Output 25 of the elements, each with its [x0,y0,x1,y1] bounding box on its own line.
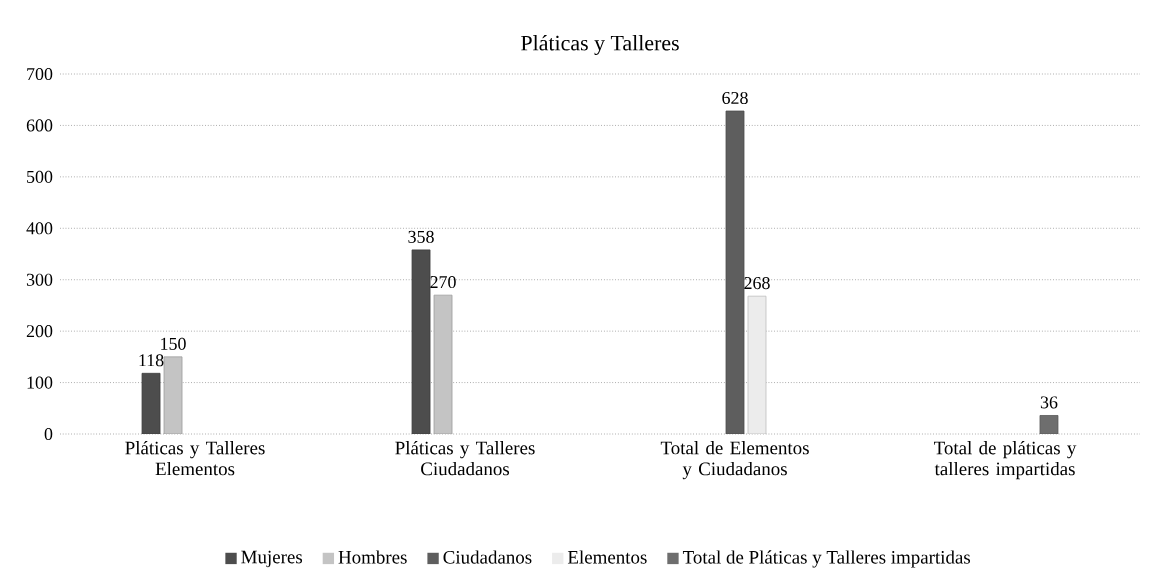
y-tick-label: 500 [27,170,53,183]
legend-label: Mujeres [241,550,303,568]
data-label: 270 [430,275,456,289]
y-tick-label: 100 [27,376,53,389]
y-tick-label: 0 [44,427,53,441]
legend-label: Elementos [567,550,647,564]
x-tick-label: Pláticas y Talleres Elementos [125,441,265,476]
data-label: 36 [1040,396,1058,409]
data-label: 150 [161,337,186,350]
x-tick-label: Pláticas y Talleres Ciudadanos [395,441,535,476]
data-label: 268 [744,277,770,290]
y-tick-label: 400 [26,222,53,235]
y-tick-label: 300 [26,273,53,286]
x-tick-label: Total de Elementos y Ciudadanos [660,441,809,480]
y-tick-label: 700 [27,67,53,81]
legend-label: Total de Pláticas y Talleres impartidas [682,550,971,568]
data-label: 118 [139,354,164,367]
data-label: 358 [408,230,434,243]
x-tick-label: Total de pláticas y talleres impartidas [934,441,1077,480]
data-label: 628 [722,91,748,104]
legend-label: Ciudadanos [443,550,532,564]
y-tick-label: 600 [26,119,53,132]
chart-title: Pláticas y Talleres [521,35,679,55]
y-tick-label: 200 [26,325,53,338]
legend-label: Hombres [338,550,407,564]
